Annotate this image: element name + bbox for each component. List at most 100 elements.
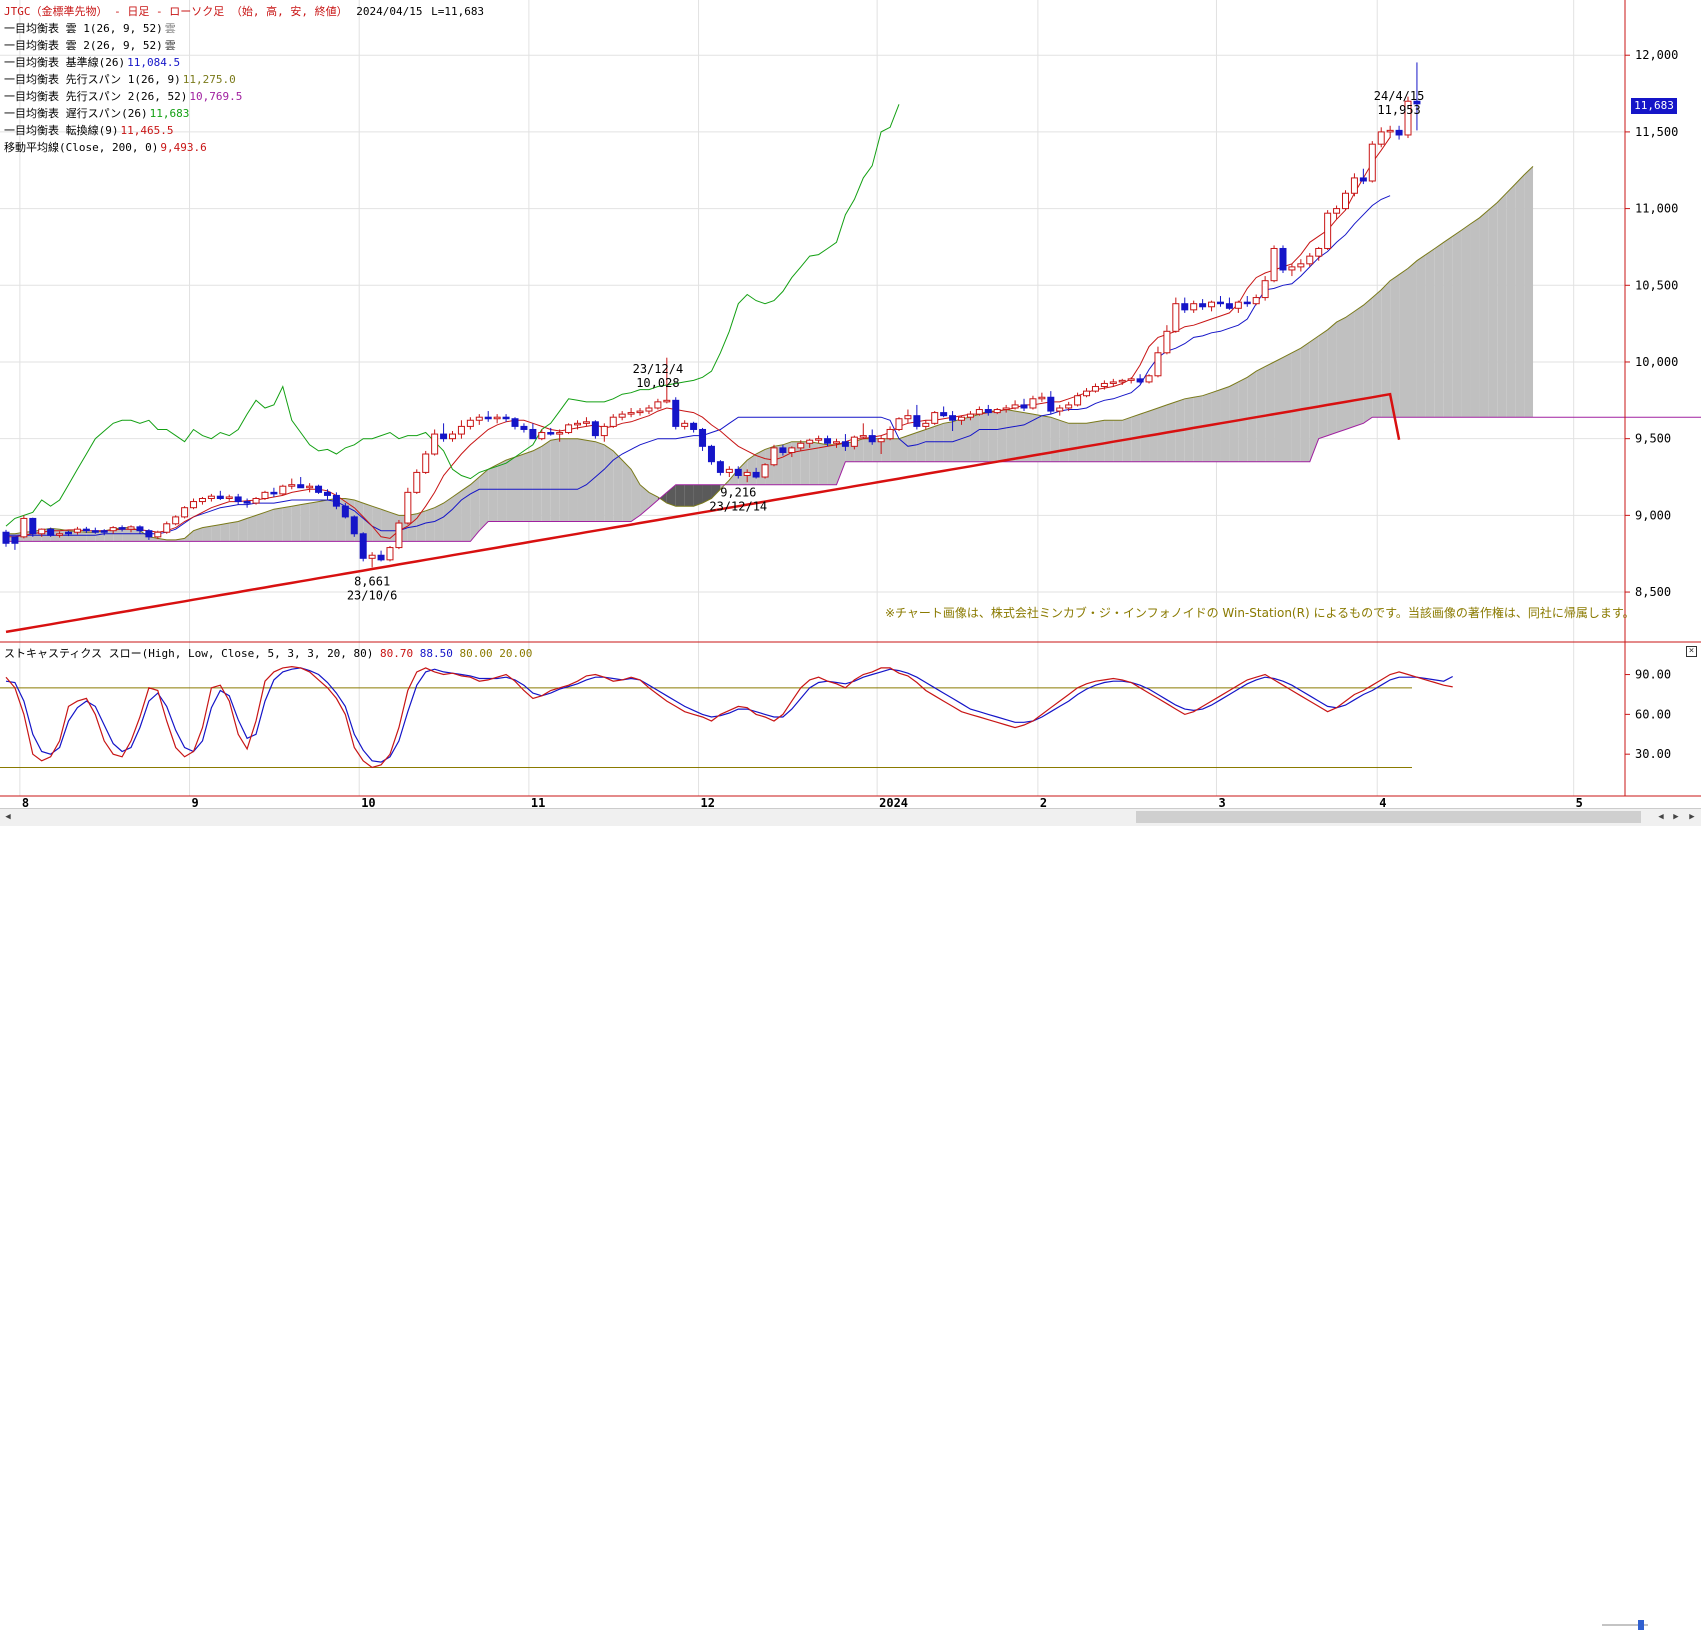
cloud-segment bbox=[1381, 280, 1391, 418]
legend-name: 一目均衡表 先行スパン 2(26, 52) bbox=[4, 90, 188, 103]
cloud-segment bbox=[568, 438, 578, 522]
cloud-segment bbox=[1327, 322, 1337, 436]
cloud-segment bbox=[264, 509, 274, 542]
legend-row: 移動平均線(Close, 200, 0) 9,493.6 bbox=[4, 139, 486, 156]
candle-body bbox=[1342, 192, 1349, 210]
scroll-right-icon[interactable]: ▶ bbox=[1689, 812, 1695, 822]
candle-body bbox=[422, 453, 430, 473]
indicator-legend: JTGC（金標準先物） - 日足 - ローソク足 （始, 高, 安, 終値） 2… bbox=[4, 3, 486, 156]
cloud-segment bbox=[1372, 289, 1382, 418]
stoch-tick-label: 90.00 bbox=[1635, 668, 1671, 682]
stoch-d-line bbox=[5, 667, 1453, 763]
y-tick-label: 11,000 bbox=[1635, 202, 1678, 216]
candle-body bbox=[145, 530, 153, 538]
cloud-segment bbox=[291, 504, 301, 542]
scroll-thumb[interactable] bbox=[1136, 811, 1641, 823]
horizontal-scrollbar[interactable]: ◀ ◀ ▶ ▶ bbox=[0, 808, 1701, 1630]
price-annotation: 11,953 bbox=[1377, 103, 1420, 117]
cloud-segment bbox=[1086, 421, 1096, 462]
candle-body bbox=[743, 471, 751, 476]
candle-body bbox=[73, 528, 81, 533]
last-price: L=11,683 bbox=[431, 5, 485, 18]
candle-body bbox=[511, 418, 519, 427]
cloud-segment bbox=[1104, 420, 1114, 462]
legend-name: 移動平均線(Close, 200, 0) bbox=[4, 141, 159, 154]
candle-body bbox=[1225, 303, 1233, 309]
candle-body bbox=[841, 441, 849, 447]
candle-body bbox=[1413, 100, 1421, 105]
cloud-segment bbox=[1479, 210, 1489, 418]
stoch-tick-label: 60.00 bbox=[1635, 707, 1671, 721]
legend-name: 一目均衡表 基準線(26) bbox=[4, 56, 126, 69]
legend-value: 11,275.0 bbox=[182, 73, 236, 86]
price-annotation: 10,028 bbox=[636, 376, 679, 390]
candle-body bbox=[850, 436, 858, 447]
candle-body bbox=[47, 528, 55, 536]
candle-body bbox=[520, 425, 528, 430]
zoom-slider[interactable] bbox=[1600, 1619, 1650, 1631]
candle-body bbox=[672, 399, 680, 427]
chart-date: 2024/04/15 bbox=[356, 5, 423, 18]
candle-body bbox=[859, 435, 867, 438]
candle-body bbox=[556, 432, 564, 435]
cloud-segment bbox=[425, 507, 435, 542]
candle-body bbox=[163, 523, 171, 533]
cloud-segment bbox=[550, 438, 560, 522]
cloud-segment bbox=[372, 506, 382, 542]
chart-canvas: 8 9 10 11 12 2024 2 3 4 5 8,500 9,000 9,500 10,000 10,… bbox=[0, 0, 1701, 810]
legend-name: 一目均衡表 雲 2(26, 9, 52) bbox=[4, 39, 163, 52]
candle-body bbox=[1145, 375, 1153, 383]
candle-body bbox=[984, 409, 992, 414]
legend-row: 一目均衡表 転換線(9) 11,465.5 bbox=[4, 122, 486, 139]
cloud-segment bbox=[461, 484, 471, 542]
cloud-segment bbox=[309, 501, 319, 542]
cloud-segment bbox=[1318, 329, 1328, 439]
candle-body bbox=[949, 415, 957, 421]
candle-body bbox=[681, 422, 689, 427]
cloud-segment bbox=[532, 446, 542, 522]
candle-body bbox=[1136, 378, 1144, 383]
last-price-tag: 11,683 bbox=[1631, 98, 1677, 114]
candle-body bbox=[243, 501, 251, 504]
scroll-left-icon[interactable]: ◀ bbox=[5, 812, 11, 822]
candle-body bbox=[1199, 303, 1207, 308]
candle-body bbox=[1350, 177, 1358, 194]
zoom-slider-handle[interactable] bbox=[1638, 1620, 1644, 1630]
y-tick-label: 11,500 bbox=[1635, 125, 1678, 139]
cloud-segment bbox=[836, 443, 846, 485]
zoom-in-icon[interactable]: ▶ bbox=[1673, 812, 1679, 822]
candle-body bbox=[377, 554, 385, 561]
candle-body bbox=[940, 412, 948, 417]
cloud-segment bbox=[1015, 411, 1025, 462]
candle-body bbox=[484, 416, 492, 420]
zoom-out-icon[interactable]: ◀ bbox=[1658, 812, 1664, 822]
candle-body bbox=[1127, 378, 1135, 381]
cloud-segment bbox=[595, 441, 605, 522]
cloud-segment bbox=[800, 441, 810, 485]
cloud-segment bbox=[693, 484, 703, 507]
candle-body bbox=[359, 533, 367, 559]
cloud-segment bbox=[872, 438, 882, 462]
cloud-segment bbox=[970, 414, 980, 462]
candle-body bbox=[1065, 404, 1073, 409]
candle-body bbox=[1306, 255, 1314, 265]
copyright-note: ※チャート画像は、株式会社ミンカブ・ジ・インフォノイドの Win-Station… bbox=[885, 606, 1635, 620]
x-tick-label: 2 bbox=[1040, 796, 1047, 810]
cloud-segment bbox=[631, 469, 641, 522]
cloud-segment bbox=[202, 526, 212, 542]
price-annotation: 23/10/6 bbox=[347, 588, 398, 602]
candle-body bbox=[1377, 131, 1385, 145]
cloud-segment bbox=[282, 506, 292, 542]
stochastic-upper-value: 80.00 bbox=[459, 647, 493, 660]
candle-body bbox=[1109, 381, 1117, 384]
cloud-segment bbox=[416, 510, 426, 542]
candle-body bbox=[877, 438, 885, 443]
cloud-segment bbox=[541, 440, 551, 522]
candle-body bbox=[1324, 212, 1332, 249]
candle-body bbox=[636, 410, 644, 414]
cloud-segment bbox=[1193, 395, 1203, 462]
candle-body bbox=[136, 526, 144, 532]
close-panel-icon[interactable]: × bbox=[1686, 646, 1697, 657]
candle-body bbox=[261, 491, 269, 499]
